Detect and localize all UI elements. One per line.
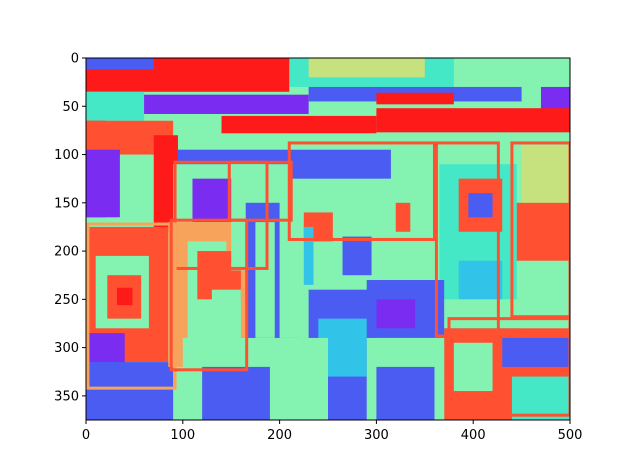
x-tick-label: 400 [461, 428, 486, 443]
heatmap-edge [86, 222, 177, 390]
heatmap-region [395, 202, 411, 232]
heatmap-image [86, 58, 570, 420]
heatmap-region [458, 260, 503, 300]
heatmap-region [376, 299, 416, 329]
heatmap-region [308, 58, 425, 78]
heatmap-region [376, 108, 570, 133]
heatmap-region [434, 299, 570, 329]
heatmap-region [116, 287, 133, 306]
heatmap-edge [434, 141, 500, 338]
heatmap-region [502, 337, 570, 367]
y-tick-label: 50 [62, 100, 79, 115]
heatmap-edge [287, 141, 436, 241]
y-tick-label: 300 [54, 341, 79, 356]
y-tick-label: 350 [54, 389, 79, 404]
heatmap-edge [173, 160, 269, 270]
heatmap-region [86, 58, 154, 70]
heatmap-region [303, 226, 314, 285]
heatmap-region [376, 92, 454, 105]
y-tick-label: 250 [54, 293, 79, 308]
heatmap-region [468, 193, 493, 218]
y-tick-label: 100 [54, 148, 79, 163]
heatmap-edge [447, 317, 570, 417]
y-tick-label: 150 [54, 196, 79, 211]
heatmap-region [511, 376, 570, 420]
x-axis: 0 100 200 300 400 500 [82, 420, 583, 443]
y-axis: 0 50 100 150 200 250 300 350 [54, 52, 86, 404]
x-tick-label: 300 [364, 428, 389, 443]
heatmap-edge [169, 218, 249, 372]
y-tick-label: 200 [54, 245, 79, 260]
heatmap-region [453, 342, 493, 392]
heatmap-region [521, 144, 570, 203]
heatmap-region [211, 289, 241, 338]
x-tick-label: 200 [267, 428, 292, 443]
y-tick-label: 0 [71, 52, 79, 67]
heatmap-edge [510, 141, 570, 319]
plot-frame [85, 57, 571, 421]
x-tick-label: 0 [82, 428, 90, 443]
x-tick-label: 100 [170, 428, 195, 443]
heatmap-region [342, 236, 372, 276]
heatmap-region [511, 202, 570, 261]
heatmap-region [453, 58, 570, 87]
heatmap-region [86, 362, 174, 420]
heatmap-region [144, 94, 309, 114]
heatmap-region [202, 366, 270, 420]
heatmap-region [376, 366, 435, 420]
heatmap-edge [227, 160, 293, 222]
heatmap-region [86, 91, 145, 121]
x-tick-label: 500 [558, 428, 583, 443]
heatmap-region [221, 115, 377, 134]
heatmap-region [255, 222, 275, 338]
heatmap-region [86, 149, 120, 218]
